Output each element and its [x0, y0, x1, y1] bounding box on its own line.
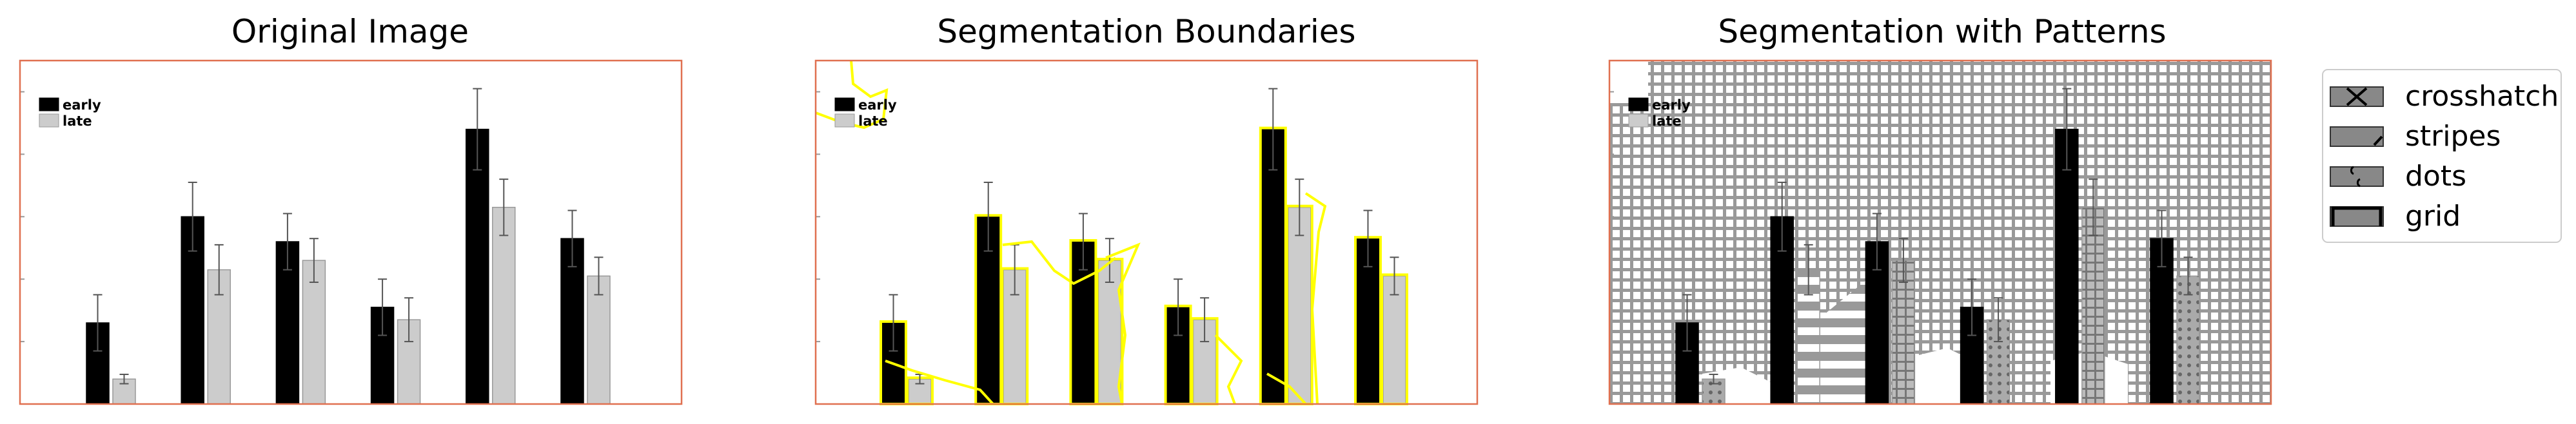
legend-swatch-early [39, 97, 59, 111]
plot-frame [814, 59, 1479, 405]
errorbar-late-3 [309, 238, 319, 284]
errorbar-late-3 [1105, 238, 1114, 284]
errorbar-late-5 [1295, 178, 1304, 236]
legend-label-dots: dots [2405, 160, 2466, 193]
boundary-mid-4 [1266, 372, 1307, 405]
errorbar-early-2 [983, 181, 993, 252]
panel-title-boundaries: Segmentation Boundaries [937, 13, 1355, 50]
boundary-mid-1 [1002, 240, 1117, 285]
panel-title-patterns: Segmentation with Patterns [1718, 13, 2166, 50]
errorbar-early-6 [1363, 209, 1373, 267]
legend-label-early: early [63, 97, 101, 113]
errorbar-early-6 [2157, 209, 2167, 267]
bar-late-5 [2081, 206, 2105, 405]
errorbar-late-3 [1898, 238, 1908, 284]
boundary-mid-3 [1214, 334, 1243, 405]
legend-swatch-late [1628, 113, 1649, 128]
legend-item-crosshatch: crosshatch [2330, 80, 2559, 113]
pattern-legend: crosshatch stripes dots grid [2322, 69, 2562, 243]
legend-item-dots: dots [2330, 160, 2466, 193]
errorbar-early-3 [282, 213, 292, 271]
legend-label-late: late [1652, 113, 1682, 129]
legend-item-grid: grid [2330, 200, 2461, 233]
errorbar-late-1 [1709, 373, 1718, 385]
errorbar-late-6 [594, 256, 604, 296]
bar-late-6 [1382, 275, 1406, 405]
errorbar-early-2 [1777, 181, 1787, 252]
legend-swatch-early [834, 97, 855, 111]
bar-late-5 [492, 206, 516, 405]
errorbar-late-4 [1994, 297, 2003, 343]
plot-frame [1608, 59, 2272, 405]
errorbar-late-1 [119, 373, 129, 385]
errorbar-early-5 [2062, 88, 2072, 171]
errorbar-early-3 [1872, 213, 1882, 271]
errorbar-early-3 [1078, 213, 1088, 271]
panel-title-original: Original Image [231, 13, 469, 50]
errorbar-late-5 [499, 178, 509, 236]
crosshatch-icon [2330, 86, 2384, 107]
legend-label-early: early [1652, 97, 1691, 113]
boundary-floor-1 [885, 360, 994, 405]
errorbar-early-5 [1268, 88, 1278, 171]
legend-item-stripes: stripes [2330, 120, 2501, 153]
errorbar-early-4 [1174, 278, 1183, 336]
legend-label-grid: grid [2405, 200, 2461, 233]
stripes-icon [2330, 126, 2384, 147]
errorbar-early-4 [1967, 278, 1977, 336]
dots-icon [2330, 166, 2384, 188]
errorbar-late-6 [2183, 256, 2193, 296]
legend-swatch-late [39, 113, 59, 128]
errorbar-late-4 [404, 297, 414, 343]
legend-label-crosshatch: crosshatch [2405, 80, 2559, 113]
grid-icon [2330, 206, 2384, 227]
errorbar-late-2 [214, 244, 224, 296]
errorbar-early-2 [188, 181, 197, 252]
errorbar-late-5 [2089, 178, 2098, 236]
legend-label-early: early [858, 97, 897, 113]
errorbar-early-6 [567, 209, 577, 267]
boundary-mid-2 [1105, 242, 1141, 405]
errorbar-early-1 [1682, 294, 1692, 352]
boundary-mid-5 [1304, 192, 1327, 405]
bar-early-5 [2055, 128, 2079, 405]
errorbar-late-2 [1804, 244, 1813, 296]
errorbar-early-5 [473, 88, 482, 171]
legend-swatch-early [1628, 97, 1649, 111]
segmentation-boundaries [815, 60, 1327, 405]
legend-label-late: late [63, 113, 92, 129]
bar-late-3 [302, 260, 326, 405]
legend-label-late: late [858, 113, 888, 129]
errorbar-late-6 [1390, 256, 1399, 296]
bar-late-6 [2176, 275, 2200, 405]
legend-label-stripes: stripes [2405, 120, 2501, 153]
legend-swatch-late [834, 113, 855, 128]
errorbar-late-4 [1200, 297, 1210, 343]
errorbar-early-1 [889, 294, 898, 352]
bar-late-6 [587, 275, 611, 405]
plot-frame [19, 59, 683, 405]
bar-late-5 [1288, 206, 1312, 405]
errorbar-early-1 [93, 294, 103, 352]
errorbar-early-4 [378, 278, 388, 336]
